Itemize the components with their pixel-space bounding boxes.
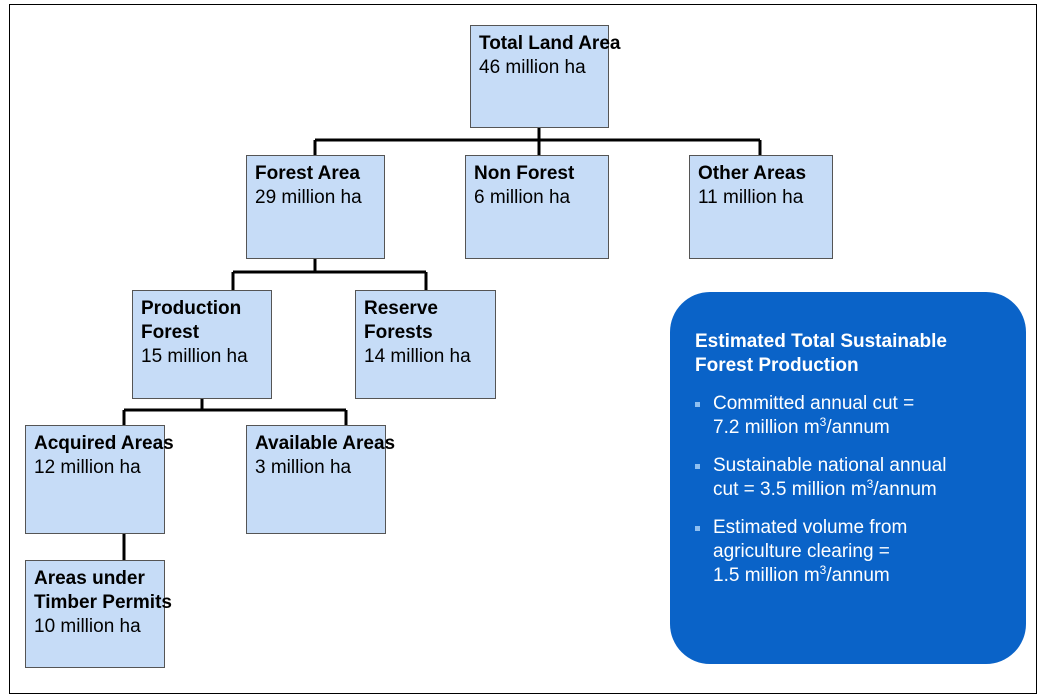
node-title: Acquired Areas xyxy=(34,433,174,454)
bullet-line: agriculture clearing = xyxy=(713,540,1016,564)
superscript: 3 xyxy=(866,477,874,491)
bullet-marker xyxy=(695,464,700,469)
bullet-text: 1.5 million m xyxy=(713,565,820,586)
bullet-marker xyxy=(695,526,700,531)
bullet-text: /annum xyxy=(826,417,890,438)
connector xyxy=(231,258,428,290)
node-title: Available Areas xyxy=(255,433,396,454)
bullet-text: /annum xyxy=(826,565,890,586)
bullet-line: 1.5 million m3/annum xyxy=(713,564,1016,588)
connector xyxy=(122,398,348,425)
bullet-text: cut = 3.5 million m xyxy=(713,479,867,500)
bullet-text: Sustainable national annual xyxy=(713,455,947,476)
summary-title: Forest Production xyxy=(695,355,859,376)
node-box: Available Areas 3 million ha xyxy=(246,425,396,534)
node-box: Areas under Timber Permits 10 million ha xyxy=(25,560,172,668)
summary-box: Estimated Total Sustainable Forest Produc… xyxy=(670,292,1026,664)
node-title: Non Forest xyxy=(474,163,575,184)
superscript: 3 xyxy=(819,563,827,577)
node-box: Production Forest 15 million ha xyxy=(132,290,272,399)
node-value: 46 million ha xyxy=(479,57,586,78)
node-box: Forest Area 29 million ha xyxy=(246,155,385,259)
bullet-line: Estimated volume from xyxy=(713,516,1016,540)
node-value: 14 million ha xyxy=(364,346,471,367)
node-value: 6 million ha xyxy=(474,187,571,208)
bullet-line: 7.2 million m3/annum xyxy=(713,416,1016,440)
connector xyxy=(313,127,762,155)
connectors xyxy=(122,127,762,560)
node-value: 29 million ha xyxy=(255,187,362,208)
node-title: Forests xyxy=(364,322,433,343)
node-value: 3 million ha xyxy=(255,457,352,478)
node-title: Forest Area xyxy=(255,163,360,184)
node-title: Reserve xyxy=(364,298,438,319)
node-value: 10 million ha xyxy=(34,616,141,637)
node-value: 15 million ha xyxy=(141,346,248,367)
bullet-text: Estimated volume from xyxy=(713,517,908,538)
bullet-text: /annum xyxy=(873,479,937,500)
bullet-line: Committed annual cut = xyxy=(713,392,1016,416)
node-box: Total Land Area 46 million ha xyxy=(470,25,621,128)
bullet-text: 7.2 million m xyxy=(713,417,820,438)
summary-title: Estimated Total Sustainable xyxy=(695,331,947,352)
bullet: Estimated volume from agriculture clearin… xyxy=(695,516,1016,588)
bullet-text: Committed annual cut = xyxy=(713,393,915,414)
node-title: Timber Permits xyxy=(34,592,172,613)
bullet: Committed annual cut = 7.2 million m3/ann… xyxy=(695,392,1016,440)
node-title: Total Land Area xyxy=(479,33,621,54)
bullet-marker xyxy=(695,402,700,407)
node-value: 11 million ha xyxy=(698,187,804,208)
bullet-line: Sustainable national annual xyxy=(713,454,1016,478)
page: Total Land Area 46 million ha Forest Area 2… xyxy=(9,4,1037,694)
superscript: 3 xyxy=(819,415,827,429)
node-title: Production xyxy=(141,298,242,319)
node-title: Areas under xyxy=(34,568,145,589)
node-box: Reserve Forests 14 million ha xyxy=(355,290,496,399)
node-title: Other Areas xyxy=(698,163,807,184)
node-title: Forest xyxy=(141,322,200,343)
bullet-line: cut = 3.5 million m3/annum xyxy=(713,478,1016,502)
node-box: Other Areas 11 million ha xyxy=(689,155,833,259)
bullet-text: agriculture clearing = xyxy=(713,541,890,562)
bullet: Sustainable national annual cut = 3.5 mil… xyxy=(695,454,1016,502)
node-value: 12 million ha xyxy=(34,457,141,478)
node-box: Acquired Areas 12 million ha xyxy=(25,425,174,534)
node-box: Non Forest 6 million ha xyxy=(465,155,609,259)
